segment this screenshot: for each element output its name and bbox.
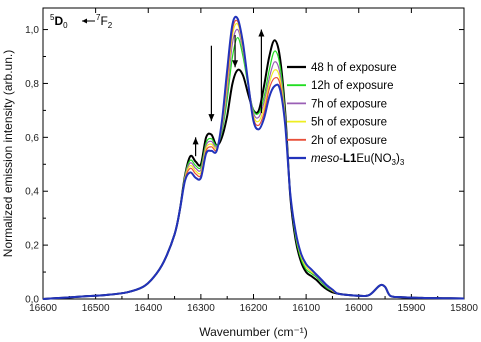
legend-entry-2: 7h of exposure [311, 98, 387, 110]
series-line-5 [42, 15, 465, 300]
legend-entry-5: meso-L1Eu(NO3)3 [311, 153, 405, 167]
x-tick-label: 16600 [29, 303, 57, 314]
legend-entry-0: 48 h of exposure [311, 62, 397, 74]
x-tick-label: 16200 [240, 303, 268, 314]
legend-label-part: - [339, 153, 343, 165]
y-tick-label: 0,2 [25, 241, 39, 252]
transition-label: 5D0 7F2 [50, 13, 113, 30]
legend-label-part: meso [311, 153, 340, 165]
y-axis-title: Normalized emission intensity (arb.un.) [1, 50, 15, 257]
legend-label-part: Eu(NO [356, 153, 391, 165]
legend-entry-4: 2h of exposure [311, 135, 387, 147]
x-tick-label: 16400 [134, 303, 162, 314]
y-tick-label: 1,0 [25, 25, 39, 36]
y-tick-label: 0,4 [25, 187, 39, 198]
transition-to-sup: 7 [96, 13, 101, 22]
arrow-head-3 [258, 29, 265, 37]
transition-to-sub: 2 [108, 21, 113, 30]
legend-label-part: 3 [400, 158, 405, 167]
legend-label-part: ) [396, 153, 400, 165]
legend: 48 h of exposure 12h of exposure 7h of exp… [287, 62, 405, 167]
plot-frame [42, 7, 465, 300]
arrow-head-0 [192, 137, 199, 145]
transition-to-main: F [100, 14, 107, 28]
x-tick-label: 16300 [187, 303, 215, 314]
transition-to: 7F2 [96, 13, 113, 30]
x-tick-label: 15800 [450, 303, 478, 314]
x-axis-title: Wavenumber (cm⁻¹) [199, 325, 308, 339]
x-tick-label: 16000 [345, 303, 373, 314]
legend-label-part: L1 [343, 153, 357, 165]
transition-from-sub: 0 [63, 21, 68, 30]
transition-arrow-head [82, 18, 87, 24]
annotation-arrows [192, 29, 265, 157]
series-line-0 [42, 39, 465, 300]
legend-label-part: 3 [392, 158, 397, 167]
x-tick-label: 16500 [82, 303, 110, 314]
arrow-head-2 [232, 60, 239, 68]
y-tick-label: 0,6 [25, 133, 39, 144]
transition-from: 5D0 [50, 13, 68, 30]
y-tick-label: 0,0 [25, 295, 39, 306]
transition-from-main: D [54, 14, 63, 28]
y-tick-label: 0,8 [25, 79, 39, 90]
x-tick-label: 16100 [292, 303, 320, 314]
x-tick-label: 15900 [397, 303, 425, 314]
axes: 16600 16500 16400 16300 16200 16100 16000 15900… [25, 7, 478, 314]
series-line-1 [42, 37, 465, 300]
transition-from-sup: 5 [50, 13, 55, 22]
legend-entry-1: 12h of exposure [311, 80, 393, 92]
arrow-head-1 [208, 114, 215, 122]
legend-entry-3: 5h of exposure [311, 117, 387, 129]
